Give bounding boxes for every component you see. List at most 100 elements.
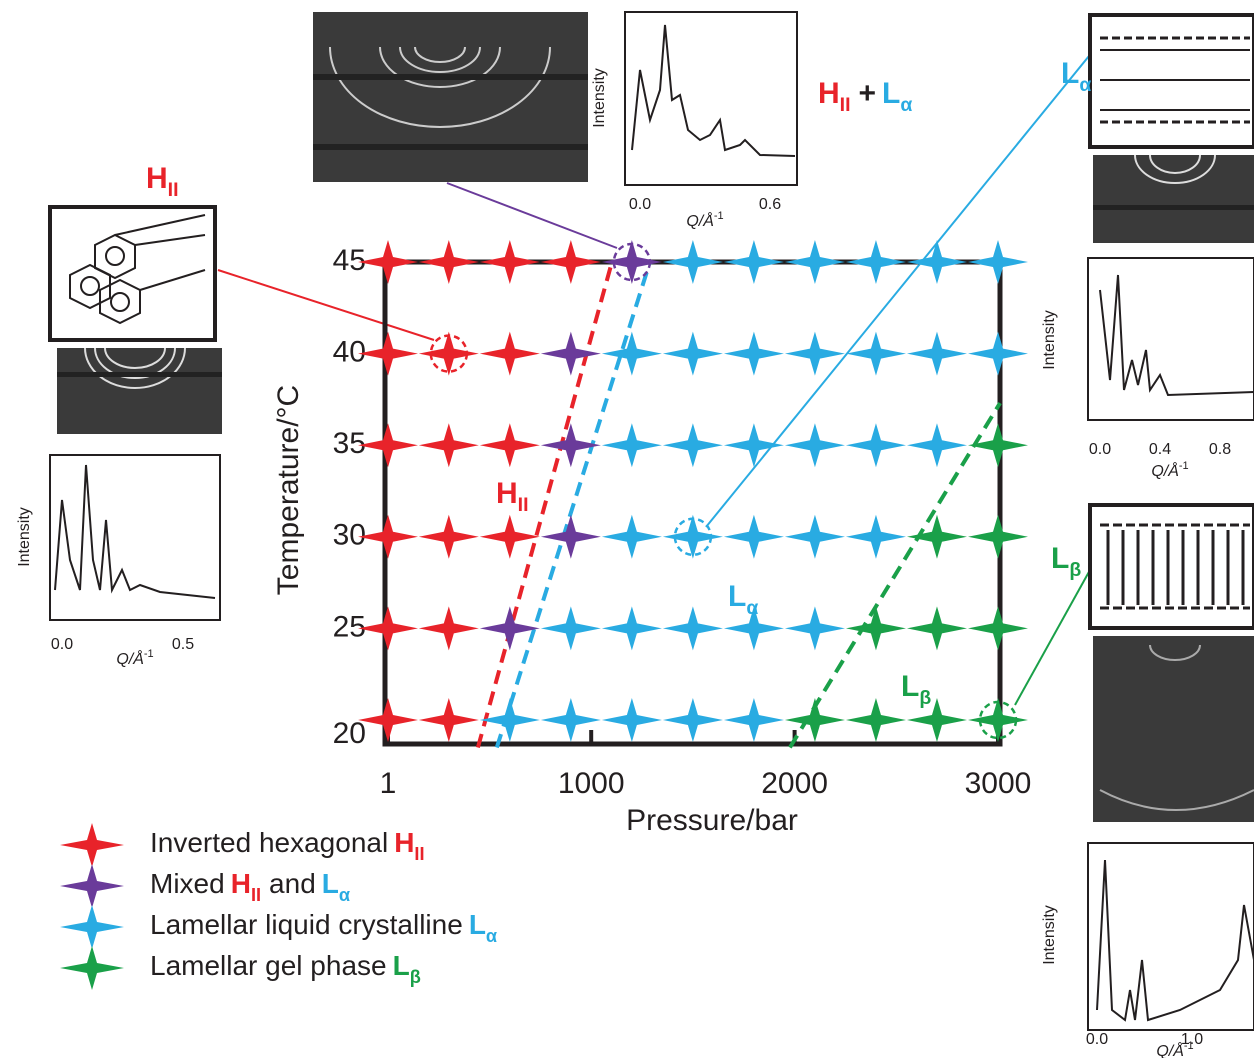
data-point	[784, 240, 845, 284]
data-point	[723, 698, 784, 742]
data-point	[968, 606, 1028, 651]
data-point	[845, 240, 906, 284]
inset-x-label-base: Q/Å	[116, 649, 144, 668]
data-point	[418, 606, 479, 651]
data-point	[784, 423, 845, 468]
legend-name: Inverted hexagonal	[150, 827, 388, 858]
data-point	[418, 240, 479, 284]
phase-symbol: H	[496, 477, 518, 510]
y-tick-label: 20	[333, 717, 366, 750]
phase-symbol: H	[394, 827, 414, 858]
phase-subscript: II	[840, 94, 851, 116]
inset-x-label: Q/Å-1	[116, 648, 153, 668]
data-point	[906, 606, 967, 651]
data-point	[784, 698, 845, 742]
inset-tick-label: 1.0	[1181, 1031, 1203, 1048]
data-point	[845, 606, 906, 651]
phase-symbol: H	[818, 77, 840, 110]
inset-y-label: Intensity	[1041, 905, 1058, 965]
x-tick-label: 2000	[761, 767, 828, 800]
data-point	[479, 606, 540, 651]
data-point	[540, 240, 601, 284]
data-point	[662, 514, 723, 559]
inset-x-label-base: Q/Å	[686, 211, 714, 230]
data-point	[479, 331, 540, 376]
phase-symbol: H	[146, 162, 168, 195]
phase-symbol: L	[901, 670, 919, 703]
phase-subscript: II	[414, 844, 424, 864]
inset-tick-label: 0.4	[1149, 441, 1171, 458]
data-point	[968, 423, 1028, 468]
data-point	[601, 423, 662, 468]
inset-x-label-exp: -1	[1179, 460, 1189, 472]
highlight-circle	[612, 242, 652, 282]
data-point	[968, 240, 1028, 284]
phase-subscript: β	[1069, 559, 1081, 581]
phase-boundary	[475, 261, 614, 749]
highlight-circle	[429, 334, 469, 373]
data-point	[358, 423, 418, 468]
phase-boundary	[788, 402, 1002, 749]
inset-x-label-base: Q/Å	[1151, 461, 1179, 480]
data-point	[662, 606, 723, 651]
phase-label: Lα	[728, 580, 758, 619]
legend-marker	[60, 864, 124, 908]
data-point	[906, 240, 967, 284]
x-tick-label: 1	[380, 767, 397, 800]
data-point	[784, 606, 845, 651]
data-point	[601, 698, 662, 742]
data-point	[418, 514, 479, 559]
data-point	[358, 606, 418, 651]
inset-tick-label: 0.8	[1209, 441, 1231, 458]
data-point	[906, 423, 967, 468]
data-point	[540, 606, 601, 651]
phase-subscript: α	[900, 94, 912, 116]
phase-subscript: α	[1079, 74, 1091, 96]
phase-subscript: α	[486, 926, 497, 946]
data-point	[479, 240, 540, 284]
phase-subscript: β	[919, 687, 931, 709]
x-tick-label: 1000	[558, 767, 625, 800]
inset-x-label-exp: -1	[714, 210, 724, 222]
mixed-label: HII + Lα	[818, 77, 912, 116]
phase-label: Lα	[1061, 57, 1091, 96]
data-point	[723, 331, 784, 376]
data-point	[906, 698, 967, 742]
legend-marker	[60, 946, 124, 990]
data-point	[968, 331, 1028, 376]
inset-y-label: Intensity	[16, 507, 33, 567]
y-tick-label: 40	[333, 336, 366, 369]
data-point	[845, 423, 906, 468]
legend-marker	[60, 905, 124, 949]
highlight-circle	[978, 700, 1018, 740]
data-point	[723, 514, 784, 559]
legend-label: Mixed HII and Lα	[150, 868, 350, 904]
inset-tick-label: 0.5	[172, 636, 194, 653]
data-point	[601, 606, 662, 651]
data-point	[845, 514, 906, 559]
phase-boundary	[494, 261, 652, 749]
legend-name: Lamellar gel phase	[150, 950, 387, 981]
y-axis-title: Temperature/°C	[272, 385, 305, 595]
y-tick-label: 25	[333, 610, 366, 643]
data-point	[845, 331, 906, 376]
phase-subscript: β	[410, 967, 421, 987]
phase-subscript: II	[168, 179, 179, 201]
data-point	[968, 514, 1028, 559]
inset-y-label: Intensity	[1041, 310, 1058, 370]
data-point	[479, 514, 540, 559]
data-point	[723, 240, 784, 284]
data-point	[784, 331, 845, 376]
data-point	[723, 606, 784, 651]
data-point	[662, 240, 723, 284]
phase-symbol: L	[322, 868, 339, 899]
phase-symbol: L	[1061, 57, 1079, 90]
data-point	[662, 698, 723, 742]
phase-symbol: L	[882, 77, 900, 110]
legend-name: Mixed	[150, 868, 225, 899]
phase-label: HII	[146, 162, 179, 201]
inset-tick-label: 0.0	[51, 636, 73, 653]
phase-symbol: L	[1051, 542, 1069, 575]
data-point	[723, 423, 784, 468]
